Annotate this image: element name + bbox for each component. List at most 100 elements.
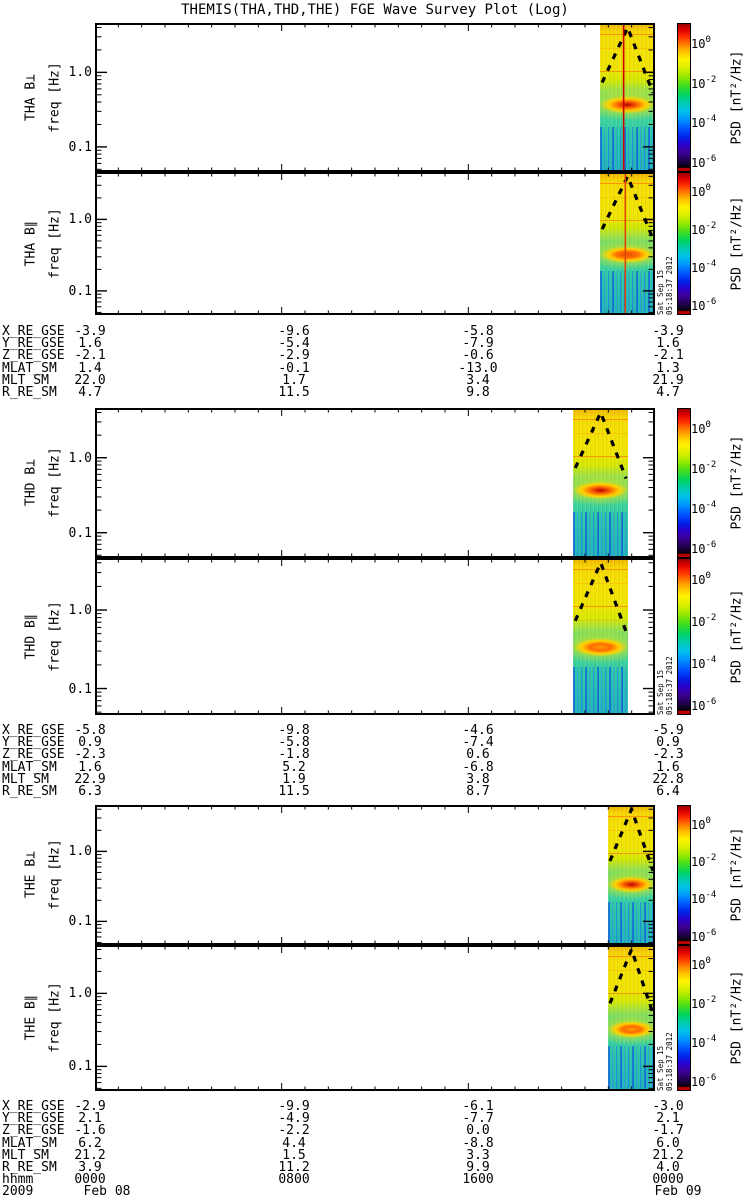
ephemeris-value: 1.5 bbox=[282, 1147, 306, 1163]
freq-tick-label: 0.1 bbox=[68, 681, 92, 697]
ephemeris-value: 11.5 bbox=[278, 385, 310, 400]
ephemeris-value: 1.6 bbox=[656, 336, 680, 352]
freq-axis-label: freq [Hz] bbox=[47, 61, 63, 133]
colorbar-tick-exponent: 0 bbox=[705, 956, 711, 967]
ephemeris-value: -2.9 bbox=[74, 1099, 106, 1114]
panel-axes-overlay bbox=[95, 408, 655, 558]
ephemeris-value: -2.1 bbox=[652, 348, 684, 364]
ephemeris-row-label: X_RE_GSE bbox=[2, 723, 65, 738]
fci-dashed-line bbox=[600, 23, 655, 94]
colorbar-tick-mantissa: 10 bbox=[691, 185, 706, 200]
colorbar-tick-label: 100 bbox=[691, 35, 711, 50]
spectrogram-data bbox=[600, 174, 655, 313]
freq-tick-label: 0.1 bbox=[68, 283, 92, 299]
colorbar-tick-mantissa: 10 bbox=[691, 1036, 706, 1051]
ephemeris-row-label: Z_RE_GSE bbox=[2, 1123, 65, 1139]
ephemeris-row-label: MLAT_SM bbox=[2, 1135, 57, 1151]
panel-frame bbox=[95, 805, 655, 945]
colorbar-tick-exponent: -4 bbox=[705, 259, 717, 270]
ephemeris-value: -2.3 bbox=[74, 747, 106, 763]
ephemeris-row-label: R_RE_SM bbox=[2, 385, 57, 400]
ephemeris-value: 1.4 bbox=[78, 360, 102, 376]
ephemeris-value: 1.7 bbox=[282, 372, 306, 388]
ephemeris-value: 1.6 bbox=[78, 336, 102, 352]
colorbar-tick-label: 10-4 bbox=[691, 259, 716, 274]
ephemeris-value: -5.9 bbox=[652, 723, 684, 738]
ephemeris-value: -3.9 bbox=[74, 324, 106, 339]
date-label: Feb 09 bbox=[654, 1184, 702, 1200]
ephemeris-value: 0.6 bbox=[466, 747, 490, 763]
ephemeris-value: 6.2 bbox=[78, 1135, 102, 1151]
creation-timestamp: Sat Sep 15 05:18:37 2012 bbox=[656, 656, 674, 715]
colorbar-tick-exponent: 0 bbox=[705, 420, 711, 430]
fci-dashed-line bbox=[573, 408, 628, 480]
colorbar bbox=[677, 172, 691, 315]
psd-axis-label: PSD [nT²/Hz] bbox=[729, 196, 745, 290]
ephemeris-value: 4.4 bbox=[282, 1135, 306, 1151]
ephemeris-row-label: R_RE_SM bbox=[2, 784, 57, 799]
ephemeris-value: 22.9 bbox=[74, 771, 106, 787]
colorbar-tick-mantissa: 10 bbox=[691, 656, 706, 671]
colorbar-tick-mantissa: 10 bbox=[691, 261, 706, 276]
colorbar-tick-mantissa: 10 bbox=[691, 502, 706, 516]
freq-axis-label: freq [Hz] bbox=[47, 982, 63, 1053]
colorbar-tick-mantissa: 10 bbox=[691, 997, 706, 1012]
panel-y-label: THD B∥ bbox=[23, 613, 39, 659]
colorbar-tick-mantissa: 10 bbox=[691, 892, 706, 907]
freq-tick-label: 1.0 bbox=[68, 450, 92, 466]
ephemeris-row-label: X_RE_GSE bbox=[2, 1099, 65, 1114]
colorbar-tick-mantissa: 10 bbox=[691, 36, 706, 51]
ephemeris-value: -4.6 bbox=[462, 723, 494, 738]
spectrogram-data bbox=[573, 410, 629, 556]
spectrogram-data bbox=[600, 25, 655, 170]
plot-title: THEMIS(THA,THD,THE) FGE Wave Survey Plot… bbox=[181, 2, 569, 18]
colorbar-tick-label: 100 bbox=[691, 956, 711, 971]
time-tick-label: 0800 bbox=[278, 1172, 310, 1188]
colorbar-tick-mantissa: 10 bbox=[691, 1075, 706, 1090]
ephemeris-value: -6.1 bbox=[462, 1099, 494, 1114]
ephemeris-row-label: MLAT_SM bbox=[2, 360, 57, 376]
ephemeris-value: -7.9 bbox=[462, 336, 494, 352]
ephemeris-value: 6.0 bbox=[656, 1135, 680, 1151]
colorbar-tick-mantissa: 10 bbox=[691, 855, 706, 869]
psd-axis-label: PSD [nT²/Hz] bbox=[729, 589, 745, 683]
colorbar bbox=[677, 558, 691, 715]
ephemeris-value: -2.2 bbox=[278, 1123, 310, 1139]
colorbar-tick-exponent: -6 bbox=[705, 154, 717, 165]
spectrogram-panel-tha-bperp bbox=[95, 23, 655, 172]
ephemeris-value: 21.2 bbox=[74, 1147, 106, 1163]
panel-y-label: THA B∥ bbox=[23, 220, 39, 266]
ephemeris-row-label: X_RE_GSE bbox=[2, 324, 65, 339]
panel-frame bbox=[95, 23, 655, 172]
ephemeris-value: -9.8 bbox=[278, 723, 310, 738]
creation-timestamp: Sat Sep 15 05:18:37 2012 bbox=[656, 256, 674, 315]
colorbar-tick-exponent: -4 bbox=[705, 890, 717, 901]
freq-tick-label: 1.0 bbox=[68, 212, 92, 228]
spectrogram-panel-thd-bperp bbox=[95, 408, 655, 558]
time-tick-label: 0000 bbox=[652, 1172, 684, 1188]
colorbar-tick-label: 10-2 bbox=[691, 221, 716, 236]
ephemeris-value: 1.9 bbox=[282, 771, 306, 787]
ephemeris-value: 3.8 bbox=[466, 771, 490, 787]
ephemeris-value: 21.9 bbox=[652, 372, 684, 388]
ephemeris-value: -7.7 bbox=[462, 1111, 494, 1127]
ephemeris-row-label: MLAT_SM bbox=[2, 759, 57, 775]
colorbar-tick-mantissa: 10 bbox=[691, 542, 706, 556]
spectrogram-data bbox=[608, 807, 655, 943]
ephemeris-row-label: MLT_SM bbox=[2, 1147, 49, 1163]
colorbar-tick-label: 100 bbox=[691, 420, 711, 435]
spectrogram-panel-the-bperp bbox=[95, 805, 655, 945]
colorbar bbox=[677, 408, 691, 558]
colorbar-tick-mantissa: 10 bbox=[691, 223, 706, 238]
ephemeris-value: -2.3 bbox=[652, 747, 684, 763]
fci-dashed-line bbox=[608, 805, 655, 872]
panel-y-label: THA B⊥ bbox=[23, 73, 39, 121]
colorbar-tick-exponent: -6 bbox=[705, 696, 717, 707]
freq-axis-label: freq [Hz] bbox=[47, 207, 63, 279]
ephemeris-value: 22.0 bbox=[74, 372, 106, 388]
freq-tick-label: 1.0 bbox=[68, 844, 92, 860]
colorbar-tick-label: 10-6 bbox=[691, 1073, 716, 1088]
colorbar-tick-exponent: 0 bbox=[705, 34, 711, 45]
colorbar-tick-label: 10-4 bbox=[691, 500, 716, 515]
freq-tick-label: 1.0 bbox=[68, 65, 92, 81]
